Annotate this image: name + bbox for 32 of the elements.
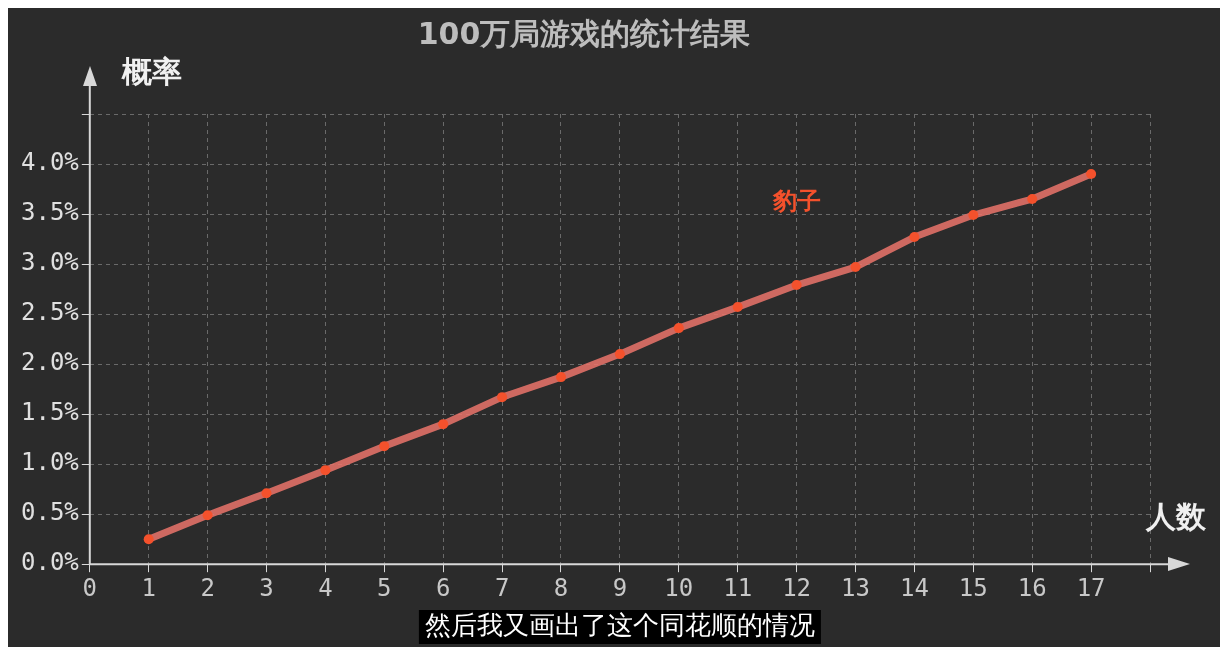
x-tick-label: 10	[664, 573, 694, 602]
text: 然后我又画出了这个同花顺的情况	[424, 609, 815, 640]
x-tick-label: 7	[494, 573, 510, 602]
x-axis-title: 人数	[1145, 499, 1207, 534]
x-tick-label: 0	[82, 573, 98, 602]
x-tick-label: 4	[318, 573, 333, 602]
x-tick-label: 12	[782, 573, 812, 602]
x-tick-label: 17	[1076, 573, 1106, 602]
y-tick-label: 3.5%	[21, 198, 80, 227]
y-tick-label: 3.0%	[21, 248, 80, 277]
x-tick-label: 11	[723, 573, 753, 602]
y-tick-label: 4.0%	[21, 148, 80, 177]
y-tick-label: 2.5%	[21, 298, 80, 327]
chart-title: 100万局游戏的统计结果	[417, 15, 751, 51]
x-tick-label: 9	[612, 573, 628, 602]
text: 豹子	[771, 187, 821, 216]
y-tick-label: 0.0%	[21, 548, 80, 577]
x-tick-label: 6	[435, 573, 451, 602]
y-axis-title: 概率	[120, 53, 182, 89]
y-tick-label: 1.0%	[21, 448, 80, 477]
x-tick-label: 2	[200, 573, 215, 602]
x-tick-label: 14	[899, 573, 929, 602]
y-tick-label: 0.5%	[21, 498, 80, 527]
x-tick-label: 5	[377, 573, 392, 602]
y-tick-label: 1.5%	[21, 398, 80, 427]
x-tick-label: 8	[553, 573, 569, 602]
x-tick-label: 16	[1017, 573, 1047, 602]
x-tick-label: 1	[141, 573, 156, 602]
y-tick-label: 2.0%	[21, 348, 80, 377]
x-tick-label: 15	[958, 573, 988, 602]
x-tick-label: 3	[259, 573, 274, 602]
x-tick-label: 13	[841, 573, 870, 602]
